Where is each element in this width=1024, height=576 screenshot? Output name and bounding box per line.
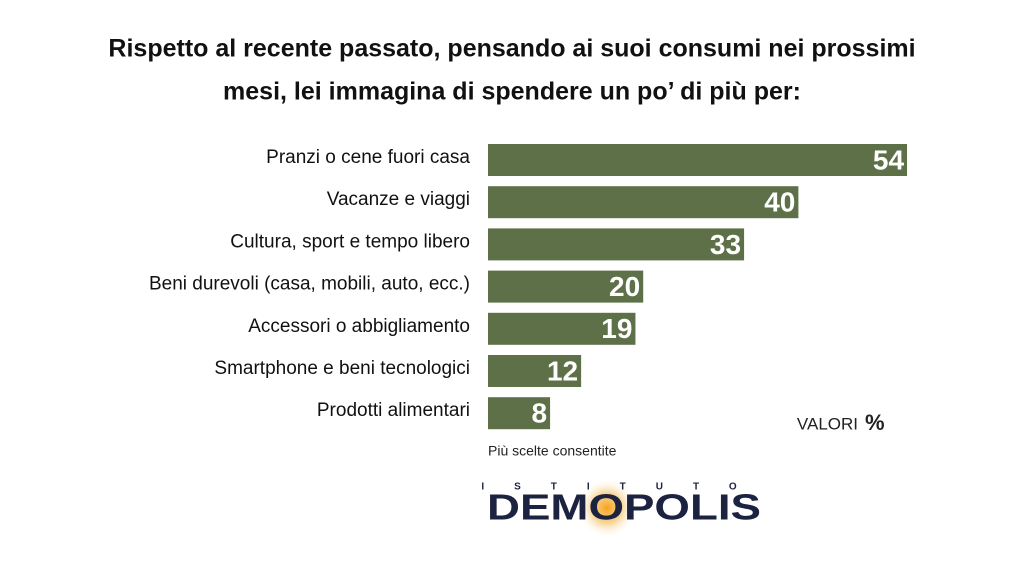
- value-label: 8: [532, 398, 548, 429]
- category-label: Beni durevoli (casa, mobili, auto, ecc.): [149, 274, 470, 295]
- bar: [488, 186, 799, 219]
- category-label: Accessori o abbigliamento: [248, 316, 470, 337]
- category-label: Vacanze e viaggi: [327, 189, 470, 210]
- chart-title: Rispetto al recente passato, pensando ai…: [108, 35, 915, 63]
- bar: [488, 144, 908, 176]
- value-label: 12: [547, 355, 578, 386]
- logo-glow: [577, 478, 637, 538]
- category-label: Prodotti alimentari: [317, 400, 470, 421]
- category-label: Smartphone e beni tecnologici: [214, 358, 470, 379]
- note: VALORI: [797, 414, 858, 433]
- value-label: 40: [764, 187, 795, 218]
- value-label: 20: [609, 271, 640, 302]
- value-label: 19: [601, 313, 632, 344]
- category-label: Cultura, sport e tempo libero: [230, 231, 470, 252]
- value-label: 54: [873, 144, 905, 175]
- bar: [488, 397, 551, 430]
- bar: [488, 312, 636, 345]
- bar: [488, 270, 644, 303]
- unit: %: [865, 410, 885, 435]
- footnote: Più scelte consentite: [488, 443, 617, 459]
- category-label: Pranzi o cene fuori casa: [266, 147, 470, 168]
- value-label: 33: [710, 229, 741, 260]
- chart-title: mesi, lei immagina di spendere un po’ di…: [223, 78, 801, 106]
- logo-name: DEMOPOLIS: [487, 487, 761, 528]
- logo-top: ISTITUTO: [481, 482, 766, 493]
- bar: [488, 355, 582, 387]
- bar: [488, 228, 745, 261]
